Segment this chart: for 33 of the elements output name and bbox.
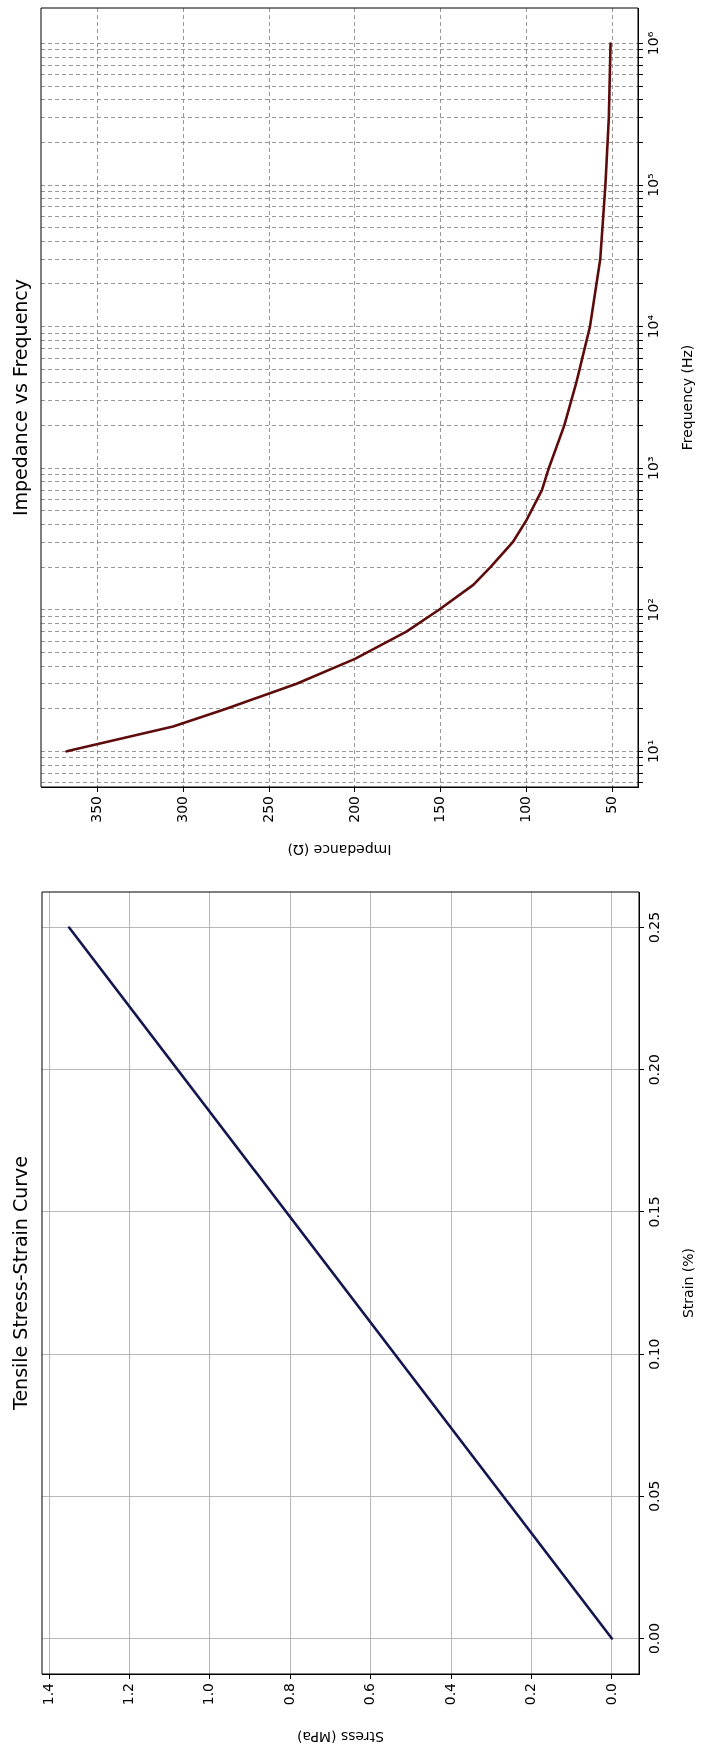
text: Tensile Stress-Strain Curve — [8, 1156, 31, 1411]
x-tick-label: 150 — [431, 796, 448, 823]
y-tick-label: 0.15 — [645, 1196, 662, 1228]
y-axis-title: Frequency (Hz) — [678, 344, 695, 451]
x-tick-label: 0.8 — [280, 1683, 297, 1706]
y-tick-label: 0.05 — [645, 1480, 662, 1512]
x-tick-label: 350 — [88, 796, 105, 823]
x-axis-title: Impedance (Ω) — [287, 842, 392, 859]
x-tick-label: 200 — [345, 796, 362, 823]
x-tick-label: 0.4 — [441, 1682, 458, 1706]
y-tick-label: 10¹ — [644, 739, 661, 764]
text: Impedance vs Frequency — [8, 278, 31, 517]
x-tick-label: 1.2 — [120, 1683, 137, 1706]
y-tick-label: 0.00 — [645, 1622, 662, 1655]
x-axis-title: Stress (MPa) — [297, 1729, 384, 1746]
x-tick-label: 1.4 — [39, 1682, 56, 1706]
x-tick-label: 50 — [602, 796, 619, 814]
x-tick-label: 250 — [259, 796, 276, 823]
y-tick-label: 10⁵ — [644, 173, 661, 197]
y-tick-label: 10⁶ — [644, 31, 661, 56]
y-tick-label: 10⁴ — [644, 314, 661, 339]
x-tick-label: 300 — [174, 796, 191, 823]
x-tick-label: 1.0 — [200, 1683, 217, 1706]
y-tick-label: 0.25 — [645, 911, 662, 944]
x-tick-label: 0.6 — [361, 1682, 378, 1706]
y-tick-label: 0.10 — [645, 1338, 662, 1370]
x-tick-label: 100 — [517, 796, 534, 823]
x-tick-label: 0.0 — [602, 1683, 619, 1706]
y-axis-title: Strain (%) — [679, 1247, 696, 1319]
y-tick-label: 10² — [644, 598, 661, 622]
y-tick-label: 0.20 — [645, 1054, 662, 1086]
x-tick-label: 0.2 — [522, 1683, 539, 1706]
y-tick-label: 10³ — [644, 456, 661, 480]
